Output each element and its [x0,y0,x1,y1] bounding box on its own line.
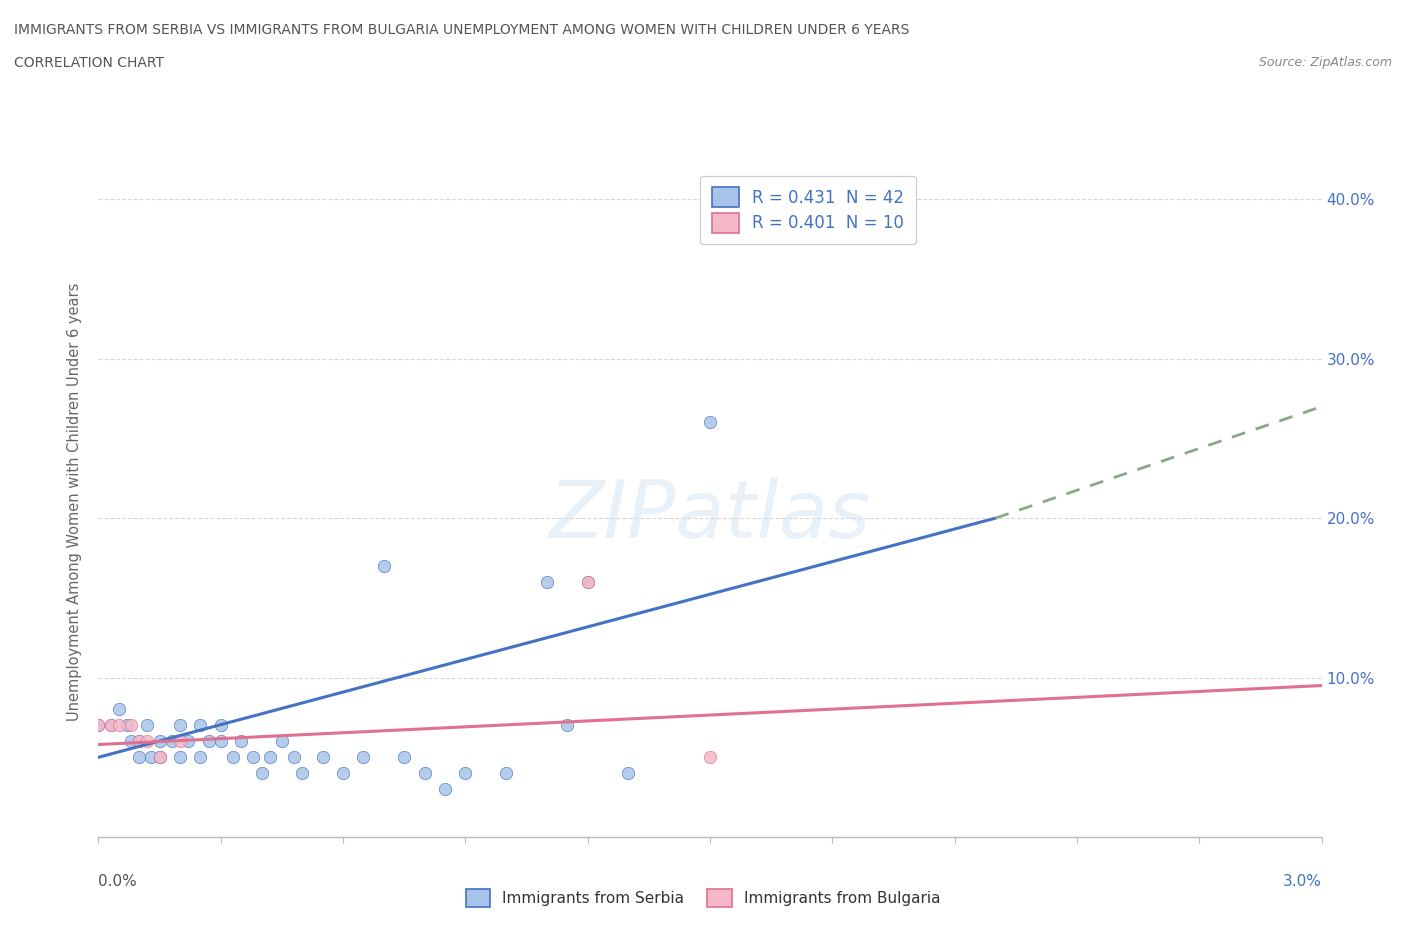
Point [115,718,138,733]
Point [108,718,131,733]
Point [120,718,142,733]
Point [413,765,436,780]
Point [128,750,150,764]
Point [141,750,163,764]
Point [222,750,245,764]
Legend: R = 0.431  N = 42, R = 0.401  N = 10: R = 0.431 N = 42, R = 0.401 N = 10 [700,176,915,245]
Point [209,734,232,749]
Point [169,750,191,764]
Point [128,734,150,749]
Point [120,734,142,749]
Point [576,575,599,590]
Point [188,750,212,764]
Point [87,718,110,733]
Legend: Immigrants from Serbia, Immigrants from Bulgaria: Immigrants from Serbia, Immigrants from … [460,884,946,913]
Point [454,765,477,780]
Point [231,734,253,749]
Point [100,718,122,733]
Point [136,734,159,749]
Point [576,575,599,590]
Point [169,734,191,749]
Text: 3.0%: 3.0% [1282,874,1322,889]
Point [169,718,191,733]
Point [128,734,150,749]
Point [149,734,172,749]
Point [270,734,292,749]
Point [188,718,212,733]
Text: ZIPatlas: ZIPatlas [548,476,872,554]
Point [283,750,305,764]
Text: 0.0%: 0.0% [98,874,138,889]
Text: Source: ZipAtlas.com: Source: ZipAtlas.com [1258,56,1392,69]
Point [100,718,122,733]
Point [352,750,374,764]
Point [291,765,314,780]
Point [536,575,558,590]
Point [617,765,640,780]
Text: IMMIGRANTS FROM SERBIA VS IMMIGRANTS FROM BULGARIA UNEMPLOYMENT AMONG WOMEN WITH: IMMIGRANTS FROM SERBIA VS IMMIGRANTS FRO… [14,23,910,37]
Text: CORRELATION CHART: CORRELATION CHART [14,56,165,70]
Point [495,765,517,780]
Point [177,734,200,749]
Point [87,718,110,733]
Point [311,750,335,764]
Point [149,750,172,764]
Point [197,734,219,749]
Point [209,718,232,733]
Point [332,765,354,780]
Y-axis label: Unemployment Among Women with Children Under 6 years: Unemployment Among Women with Children U… [67,283,83,722]
Point [242,750,264,764]
Point [160,734,183,749]
Point [149,750,172,764]
Point [699,415,721,430]
Point [250,765,273,780]
Point [259,750,281,764]
Point [108,702,131,717]
Point [373,559,395,574]
Point [392,750,416,764]
Point [555,718,579,733]
Point [699,750,721,764]
Point [136,718,159,733]
Point [433,782,456,797]
